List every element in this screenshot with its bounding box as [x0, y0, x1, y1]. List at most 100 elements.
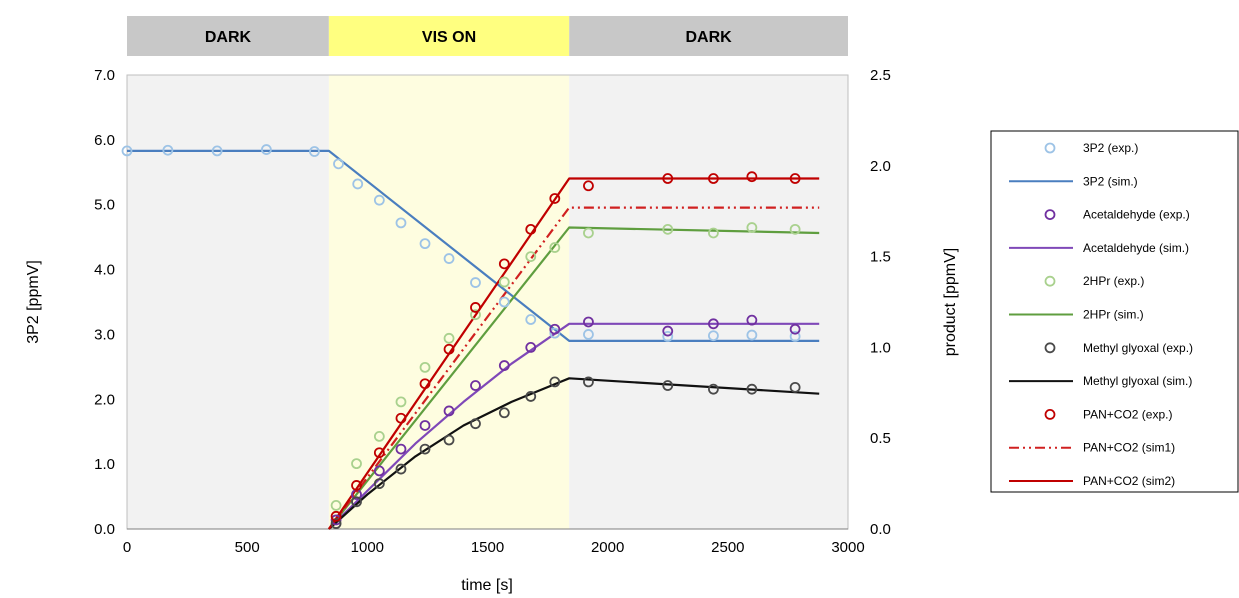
data-point-3p2-exp: [583, 329, 594, 340]
x-tick-label: 1000: [351, 539, 384, 556]
data-point-pan-co2-exp: [373, 447, 385, 459]
data-point-methyl-glyoxal-exp: [498, 407, 510, 419]
data-point-3p2-exp: [260, 144, 272, 155]
data-point-methyl-glyoxal-exp: [549, 376, 561, 388]
band-background-0: [127, 75, 329, 529]
legend-label-3p2-sim: 3P2 (sim.): [1083, 174, 1138, 188]
data-point-acetaldehyde-exp: [419, 420, 431, 431]
data-point-pan-co2-exp: [789, 173, 801, 184]
legend-label-pan-co2-exp: PAN+CO2 (exp.): [1083, 407, 1172, 421]
data-point-acetaldehyde-exp: [498, 360, 510, 371]
data-point-pan-co2-exp: [470, 302, 481, 313]
data-point-acetaldehyde-exp: [525, 341, 537, 353]
legend-swatch-3p2-exp: [1044, 142, 1056, 154]
data-point-acetaldehyde-exp: [373, 465, 385, 477]
data-point-methyl-glyoxal-exp: [351, 496, 362, 508]
data-point-pan-co2-exp: [549, 193, 561, 204]
y-left-tick-label: 7.0: [94, 67, 115, 84]
legend-swatch-methyl-glyoxal-exp: [1044, 342, 1056, 354]
band-bar-2: [569, 16, 848, 56]
data-point-pan-co2-exp: [708, 173, 719, 184]
axes: [126, 74, 849, 530]
y-left-tick-labels: 0.0 1.0 2.0 3.0 4.0 5.0 6.0 7.0: [94, 67, 115, 538]
data-point-acetaldehyde-exp: [330, 514, 342, 526]
data-point-2hpr-exp: [525, 251, 537, 263]
data-point-2hpr-exp: [498, 276, 510, 288]
data-point-acetaldehyde-exp: [443, 405, 455, 417]
legend-label-3p2-exp: 3P2 (exp.): [1083, 141, 1138, 155]
data-point-methyl-glyoxal-exp: [789, 381, 801, 393]
data-point-pan-co2-exp: [395, 412, 407, 424]
band-label-0: DARK: [205, 29, 252, 46]
y-right-axis-label: product [ppmV]: [942, 248, 959, 357]
band-bar-1: [328, 16, 570, 56]
band-bar-0: [127, 16, 329, 56]
data-point-acetaldehyde-exp: [662, 325, 674, 337]
data-point-3p2-exp: [352, 178, 364, 190]
data-point-acetaldehyde-exp: [708, 318, 719, 330]
y-left-tick-label: 0.0: [94, 521, 115, 538]
data-point-methyl-glyoxal-exp: [419, 443, 431, 455]
data-point-3p2-exp: [789, 330, 801, 342]
data-point-3p2-exp: [333, 158, 344, 170]
y-right-tick-label: 2.0: [870, 158, 891, 175]
series-line-methyl-glyoxal-sim: [328, 377, 820, 530]
data-point-pan-co2-exp: [525, 223, 537, 235]
legend-label-2hpr-sim: 2HPr (sim.): [1083, 308, 1144, 322]
data-point-3p2-exp: [525, 314, 537, 325]
y-left-tick-label: 5.0: [94, 197, 115, 214]
legend-label-acetaldehyde-sim: Acetaldehyde (sim.): [1083, 241, 1189, 255]
legend-label-acetaldehyde-exp: Acetaldehyde (exp.): [1083, 208, 1190, 222]
data-point-methyl-glyoxal-exp: [525, 391, 537, 402]
data-point-2hpr-exp: [549, 242, 561, 253]
data-point-3p2-exp: [746, 329, 758, 341]
data-point-3p2-exp: [708, 330, 719, 342]
data-point-acetaldehyde-exp: [549, 323, 561, 335]
series-line-acetaldehyde-sim: [328, 322, 820, 530]
legend-label-methyl-glyoxal-exp: Methyl glyoxal (exp.): [1083, 341, 1193, 355]
band-background-2: [569, 75, 848, 529]
y-left-tick-label: 1.0: [94, 456, 115, 473]
data-point-3p2-exp: [162, 144, 174, 156]
x-axis-label: time [s]: [461, 577, 513, 594]
x-tick-label: 0: [123, 539, 131, 556]
data-point-2hpr-exp: [583, 227, 594, 239]
data-point-3p2-exp: [373, 194, 385, 206]
x-tick-label: 2000: [591, 539, 624, 556]
x-tick-labels: 0 500 1000 1500 2000 2500 3000: [123, 539, 865, 556]
data-point-acetaldehyde-exp: [789, 323, 801, 335]
y-right-tick-labels: 0.0 0.5 1.0 1.5 2.0 2.5: [870, 67, 891, 538]
legend-swatch-pan-co2-exp: [1044, 408, 1056, 420]
data-point-methyl-glyoxal-exp: [330, 518, 342, 529]
data-point-pan-co2-exp: [746, 171, 758, 183]
data-point-2hpr-exp: [746, 222, 758, 233]
data-point-methyl-glyoxal-exp: [708, 383, 719, 395]
data-point-acetaldehyde-exp: [746, 314, 758, 326]
data-point-3p2-exp: [498, 296, 510, 308]
data-point-methyl-glyoxal-exp: [583, 376, 594, 388]
legend-swatch-2hpr-exp: [1044, 275, 1056, 287]
legend-box: [990, 130, 1239, 493]
band-label-2: DARK: [685, 29, 732, 46]
data-point-2hpr-exp: [789, 223, 801, 235]
data-point-pan-co2-exp: [443, 343, 455, 355]
legend-swatch-acetaldehyde-exp: [1044, 209, 1056, 221]
data-point-methyl-glyoxal-exp: [746, 383, 758, 395]
data-point-pan-co2-exp: [583, 180, 594, 192]
data-point-acetaldehyde-exp: [470, 380, 481, 391]
series-line-pan-co2-sim1: [328, 206, 820, 530]
data-point-methyl-glyoxal-exp: [395, 463, 407, 475]
data-point-3p2-exp: [309, 146, 320, 157]
series-line-2hpr-sim: [328, 226, 820, 530]
y-right-tick-label: 1.0: [870, 339, 891, 356]
series-lines: [127, 149, 820, 530]
data-point-methyl-glyoxal-exp: [470, 418, 481, 430]
data-point-2hpr-exp: [373, 430, 385, 442]
legend-label-2hpr-exp: 2HPr (exp.): [1083, 274, 1144, 288]
data-point-2hpr-exp: [662, 223, 674, 235]
y-right-tick-label: 2.5: [870, 67, 891, 84]
data-point-2hpr-exp: [470, 309, 481, 321]
data-point-2hpr-exp: [330, 499, 342, 511]
x-tick-label: 3000: [831, 539, 864, 556]
data-point-methyl-glyoxal-exp: [443, 434, 455, 446]
